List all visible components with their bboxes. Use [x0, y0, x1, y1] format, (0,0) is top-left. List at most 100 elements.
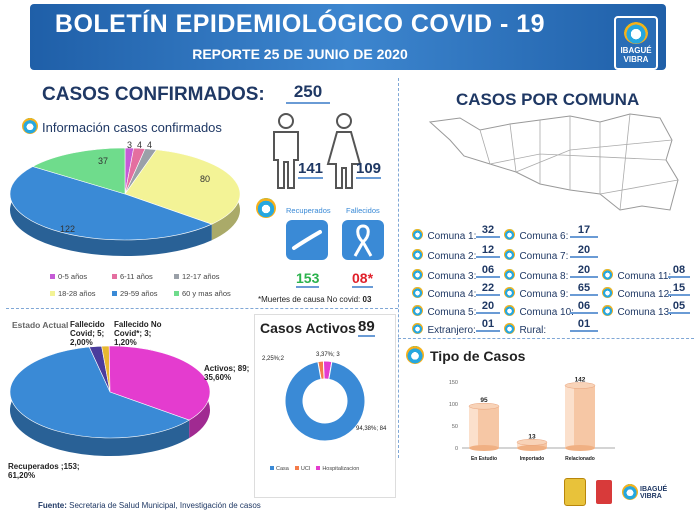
donut-slice-0 [284, 361, 366, 442]
comuna-item-13: Comuna 13: [602, 302, 672, 320]
legend-item-4: 29-59 años [112, 289, 174, 298]
confirmed-value: 250 [286, 82, 330, 104]
active-label-0: 2,25%;2 [262, 356, 285, 362]
age-pie-label-1: 4 [137, 140, 143, 150]
age-pie-slice-4 [9, 166, 213, 241]
bar-base-2 [565, 445, 595, 451]
non-covid-note: *Muertes de causa No covid: 03 [258, 295, 372, 304]
comuna-value-8: 20 [570, 264, 598, 278]
confirmed-title: CASOS CONFIRMADOS: [42, 84, 265, 105]
comuna-value-1: 32 [476, 224, 500, 238]
comuna-value-3: 06 [476, 264, 500, 278]
recovered-box [286, 220, 328, 260]
alcaldia-logo-icon [596, 480, 612, 504]
comuna-value-7: 20 [570, 244, 598, 258]
comuna-value-rural: 01 [570, 318, 598, 332]
comuna-icon [602, 269, 613, 281]
divider-left [6, 308, 398, 309]
comuna-item-4: Comuna 4: [412, 284, 476, 302]
comuna-title: CASOS POR COMUNA [456, 90, 640, 109]
comuna-value-2: 12 [476, 244, 500, 258]
active-value: 89 [358, 318, 375, 337]
comuna-value-4: 22 [476, 282, 500, 296]
male-count: 141 [298, 160, 324, 179]
header-banner: BOLETÍN EPIDEMIOLÓGICO COVID - 19 REPORT… [30, 4, 666, 70]
comuna-item-8: Comuna 8: [504, 266, 568, 284]
bar-chart: 0 50 100 150 95 En Estudio 13 Importado 142 Relac… [449, 377, 615, 462]
comuna-icon [504, 249, 515, 261]
age-pie-label-0: 3 [127, 140, 133, 150]
bar-base-0 [469, 445, 499, 451]
state-label-0: Fallecido Covid; 5; 2,00% [70, 320, 105, 347]
comuna-icon [504, 269, 515, 281]
recovered-value: 153 [296, 270, 320, 288]
comuna-icon [412, 305, 423, 317]
comuna-item-rural: Rural: [504, 320, 546, 338]
comuna-icon [412, 229, 423, 241]
deceased-label: Fallecidos [346, 206, 380, 215]
active-card [254, 314, 396, 498]
deceased-box [342, 220, 384, 260]
deceased-value: 08* [352, 270, 374, 288]
comuna-value-13: 05 [668, 300, 690, 314]
active-legend-1: UCI [294, 466, 310, 472]
active-legend: Casa UCI Hospitalizacion [270, 466, 359, 472]
comuna-icon [504, 305, 515, 317]
female-count: 109 [356, 160, 382, 179]
comuna-value-11: 08 [668, 264, 690, 278]
bar-top-1 [516, 439, 548, 446]
age-pie-label-4: 122 [60, 224, 76, 234]
state-pie-chart [9, 345, 211, 456]
category-label-1: Importado [520, 456, 544, 462]
state-pie-slice-3 [9, 346, 190, 439]
y-tick-2: 100 [449, 402, 458, 408]
legend-item-0: 0-5 años [50, 272, 112, 281]
comuna-item-6: Comuna 6: [504, 226, 568, 244]
comuna-item-10: Comuna 10: [504, 302, 574, 320]
bar-value-label-0: 95 [480, 397, 488, 404]
comuna-icon [504, 287, 515, 299]
male-icon [273, 113, 299, 189]
y-tick-3: 150 [449, 380, 458, 386]
comuna-item-11: Comuna 11: [602, 266, 671, 284]
ibague-small-icon-2 [256, 198, 276, 218]
comuna-icon [412, 269, 423, 281]
age-pie-slice-3 [124, 149, 241, 225]
bar-top-2 [564, 382, 596, 389]
page-subtitle: REPORTE 25 DE JUNIO DE 2020 [192, 46, 408, 62]
section-label-confirmed: Información casos confirmados [42, 120, 222, 135]
comuna-item-2: Comuna 2: [412, 246, 476, 264]
state-label-2: Activos; 89; 35,60% [204, 364, 250, 382]
comuna-value-5: 20 [476, 300, 500, 314]
bar-top-0 [468, 402, 500, 410]
comuna-item-9: Comuna 9: [504, 284, 568, 302]
comuna-item-extranjero: Extranjero: [412, 320, 476, 338]
category-label-0: En Estudio [471, 456, 497, 462]
ibague-footer-icon [622, 484, 638, 500]
bar-highlight-1 [517, 442, 526, 448]
ribbon-icon [353, 224, 373, 257]
ibague-logo-icon [624, 22, 648, 44]
category-label-2: Relacionado [565, 456, 595, 462]
age-pie-chart [9, 147, 241, 256]
page-title: BOLETÍN EPIDEMIOLÓGICO COVID - 19 [54, 10, 546, 38]
legend-item-1: 6-11 años [112, 272, 174, 281]
divider-right [398, 338, 694, 339]
active-label-2: 94,38%; 84 [356, 426, 387, 432]
comuna-icon [412, 287, 423, 299]
comuna-value-12: 15 [668, 282, 690, 296]
comuna-value-10: 06 [570, 300, 598, 314]
female-icon [326, 113, 362, 189]
logo-text-2: VIBRA [623, 55, 649, 64]
bar-value-label-2: 142 [575, 377, 586, 384]
footer-source: Fuente: Secretaria de Salud Municipal, I… [38, 501, 261, 510]
bar-highlight-0 [469, 406, 478, 448]
legend-item-5: 60 y mas años [174, 289, 244, 298]
state-pie-side-3 [10, 347, 190, 456]
ibague-small-icon [22, 118, 38, 134]
age-pie-label-2: 4 [147, 140, 153, 150]
state-title: Estado Actual [12, 320, 69, 330]
active-legend-0: Casa [270, 466, 289, 472]
divider-vertical [398, 78, 399, 458]
bar-value-label-1: 13 [528, 433, 536, 440]
